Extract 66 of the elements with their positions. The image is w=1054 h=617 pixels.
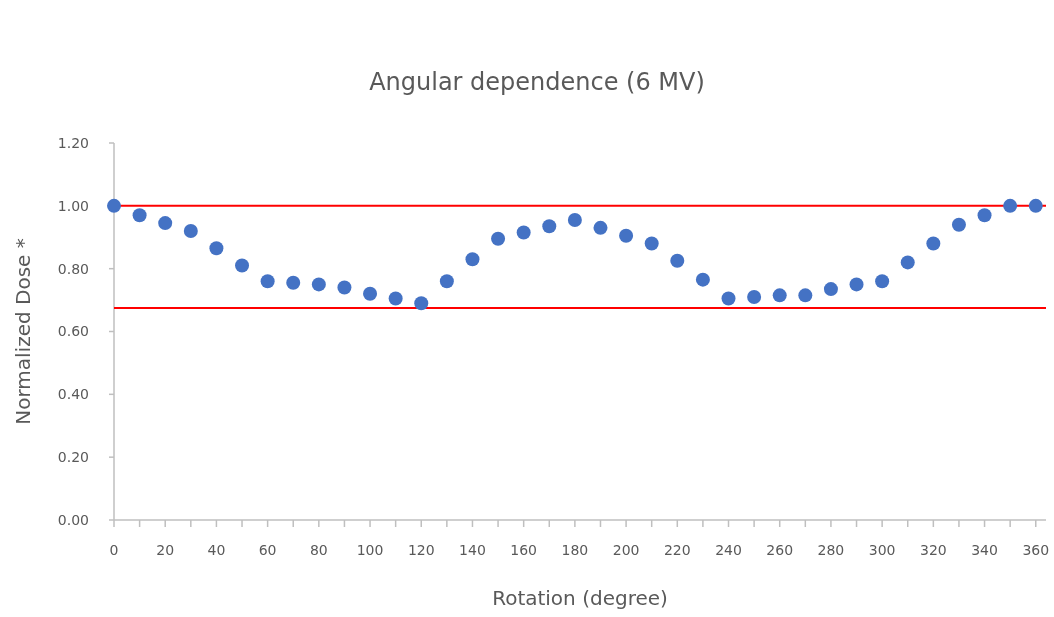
point [260,274,275,289]
point [900,255,915,270]
y-tick-label: 0.60 [57,323,89,340]
y-tick-label: 0.80 [57,260,89,277]
y-tick-label: 0.40 [57,386,89,403]
x-tick-label: 60 [258,542,277,558]
x-tick-label: 280 [817,542,845,558]
y-tick-label: 0.20 [57,449,89,466]
x-tick-label: 200 [612,542,640,558]
point [337,280,352,295]
point [235,258,250,273]
chart-title: Angular dependence (6 MV) [369,68,705,96]
point [823,282,838,297]
point [747,289,762,304]
point [158,216,173,231]
point [311,277,326,292]
point [875,274,890,289]
point [1003,198,1018,213]
x-tick-label: 220 [663,542,691,558]
point [926,236,941,251]
point [388,291,403,306]
x-tick-label: 120 [407,542,435,558]
point [465,252,480,267]
point [695,272,710,287]
point [516,225,531,240]
x-tick-label: 0 [109,542,119,558]
y-tick-label: 1.20 [57,134,89,151]
point [414,296,429,311]
point [1028,198,1043,213]
x-tick-label: 240 [715,542,742,558]
x-tick-label: 320 [919,542,947,558]
x-tick-label: 340 [971,542,998,558]
point [363,286,378,301]
point [183,223,198,238]
point [567,212,582,227]
point [107,198,121,213]
point [772,288,787,303]
x-tick-label: 80 [309,542,328,558]
x-tick-label: 20 [156,542,175,558]
x-axis-title: Rotation (degree) [492,586,668,610]
point [951,217,966,232]
point [286,275,301,290]
point [132,208,147,223]
x-tick-label: 160 [510,542,538,558]
x-tick-label: 360 [1022,542,1050,558]
x-tick-label: 100 [356,542,384,558]
x-tick-label: 180 [561,542,589,558]
point [644,236,659,251]
point [209,241,224,256]
point [491,231,506,246]
point [849,277,864,292]
point [439,274,454,289]
point [977,208,992,223]
y-tick-label: 0.00 [57,511,89,528]
point [670,253,685,268]
y-axis-title: Normalized Dose * [11,238,35,425]
point [798,288,813,303]
point [593,220,608,235]
x-tick-label: 40 [207,542,226,558]
x-tick-label: 300 [868,542,896,558]
x-tick-label: 140 [459,542,486,558]
point [542,219,557,234]
point [619,228,634,243]
y-tick-label: 1.00 [57,197,89,214]
x-tick-label: 260 [766,542,794,558]
point [721,291,736,306]
